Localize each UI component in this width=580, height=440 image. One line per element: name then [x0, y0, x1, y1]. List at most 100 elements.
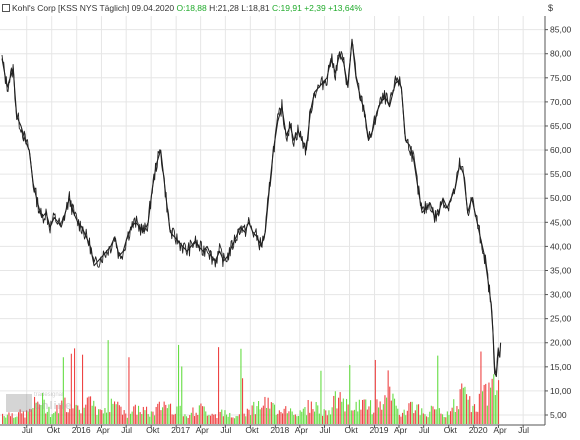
volume-bar [286, 413, 288, 424]
volume-bar [323, 409, 325, 424]
volume-bar [29, 408, 31, 424]
volume-bar [86, 397, 88, 424]
volume-bar [10, 416, 12, 424]
volume-bar [133, 406, 135, 424]
volume-bar [362, 399, 364, 424]
volume-bar [120, 406, 122, 424]
volume-bar [325, 410, 327, 424]
volume-bar [336, 408, 338, 424]
volume-bar [370, 400, 372, 424]
volume-bar [280, 412, 282, 424]
volume-bar [411, 401, 413, 424]
y-tick-label: 60,00 [550, 145, 572, 155]
volume-bar [226, 414, 228, 424]
volume-bar [330, 414, 332, 424]
volume-bar [69, 408, 71, 424]
volume-bar [482, 391, 484, 424]
volume-bar [90, 396, 92, 424]
volume-bar [182, 416, 184, 424]
price-line[interactable] [1, 38, 502, 378]
volume-bar [166, 408, 168, 424]
volume-bar [342, 398, 344, 424]
volume-bar [347, 404, 349, 424]
volume-bar [141, 414, 143, 424]
x-tick-label: 2017 [171, 425, 190, 435]
volume-bar [205, 411, 207, 424]
volume-bar [24, 417, 26, 424]
volume-bar [453, 399, 455, 424]
price-change: +2,39 [304, 3, 326, 13]
volume-bar [243, 413, 245, 424]
volume-bar [190, 412, 192, 424]
volume-bar [171, 414, 173, 424]
volume-bar [414, 410, 416, 424]
volume-bar [382, 404, 384, 424]
volume-bar [234, 418, 236, 424]
volume-bar [232, 417, 234, 424]
y-tick-label: 5,00 [550, 410, 567, 420]
y-tick-label: 30,00 [550, 290, 572, 300]
volume-bar [466, 394, 468, 424]
ohlc-open: O:18,88 [176, 3, 207, 13]
volume-bar [397, 408, 399, 424]
volume-bar [366, 409, 368, 424]
volume-bar [94, 406, 96, 424]
volume-bar [328, 410, 330, 424]
volume-bar [277, 413, 279, 424]
volume-bar [83, 407, 85, 424]
volume-bar [432, 406, 434, 424]
volume-bar [88, 396, 90, 424]
volume-bar [160, 410, 162, 424]
x-tick-label: Okt [146, 425, 160, 435]
x-tick-label: Jul [22, 425, 33, 435]
ohlc-high: H:21,28 [209, 3, 239, 13]
volume-bar [112, 403, 114, 424]
volume-bar [472, 405, 474, 424]
volume-bar [304, 407, 306, 424]
volume-bar [480, 351, 482, 424]
watermark-large-text: online [34, 400, 73, 412]
volume-bar [346, 398, 348, 424]
volume-bar [202, 406, 204, 424]
volume-bar [181, 366, 183, 424]
volume-bar [198, 405, 200, 424]
volume-bar [354, 409, 356, 424]
volume-bar [301, 411, 303, 424]
volume-bar [394, 398, 396, 424]
volume-bar [115, 404, 117, 424]
volume-bar [498, 380, 500, 424]
volume-bar [315, 402, 317, 424]
volume-bar [269, 408, 271, 424]
collapse-square-icon[interactable] [2, 4, 10, 12]
volume-bar [11, 413, 13, 424]
volume-bar [150, 411, 152, 424]
volume-bar [102, 413, 104, 424]
volume-bar [317, 405, 319, 424]
volume-bar [331, 407, 333, 424]
volume-bar [438, 408, 440, 424]
volume-bar [85, 404, 87, 424]
volume-bar [338, 397, 340, 424]
volume-bar [464, 386, 466, 424]
volume-bar [104, 408, 106, 424]
y-tick-label: 10,00 [550, 386, 572, 396]
volume-bar [16, 416, 18, 424]
volume-bar [152, 411, 154, 424]
y-tick-label: 85,00 [550, 25, 572, 35]
watermark-box [6, 394, 32, 412]
volume-bar [402, 412, 404, 424]
volume-bar [184, 414, 186, 424]
volume-bar [72, 408, 74, 424]
volume-bar [264, 396, 266, 424]
volume-bar [435, 409, 437, 424]
volume-bar [158, 401, 160, 424]
x-tick-label: Okt [444, 425, 458, 435]
y-tick-label: 70,00 [550, 97, 572, 107]
volume-bar [278, 410, 280, 424]
x-tick-label: Jul [419, 425, 430, 435]
x-tick-label: Jul [121, 425, 132, 435]
volume-bar [374, 359, 376, 424]
volume-bar [406, 410, 408, 424]
